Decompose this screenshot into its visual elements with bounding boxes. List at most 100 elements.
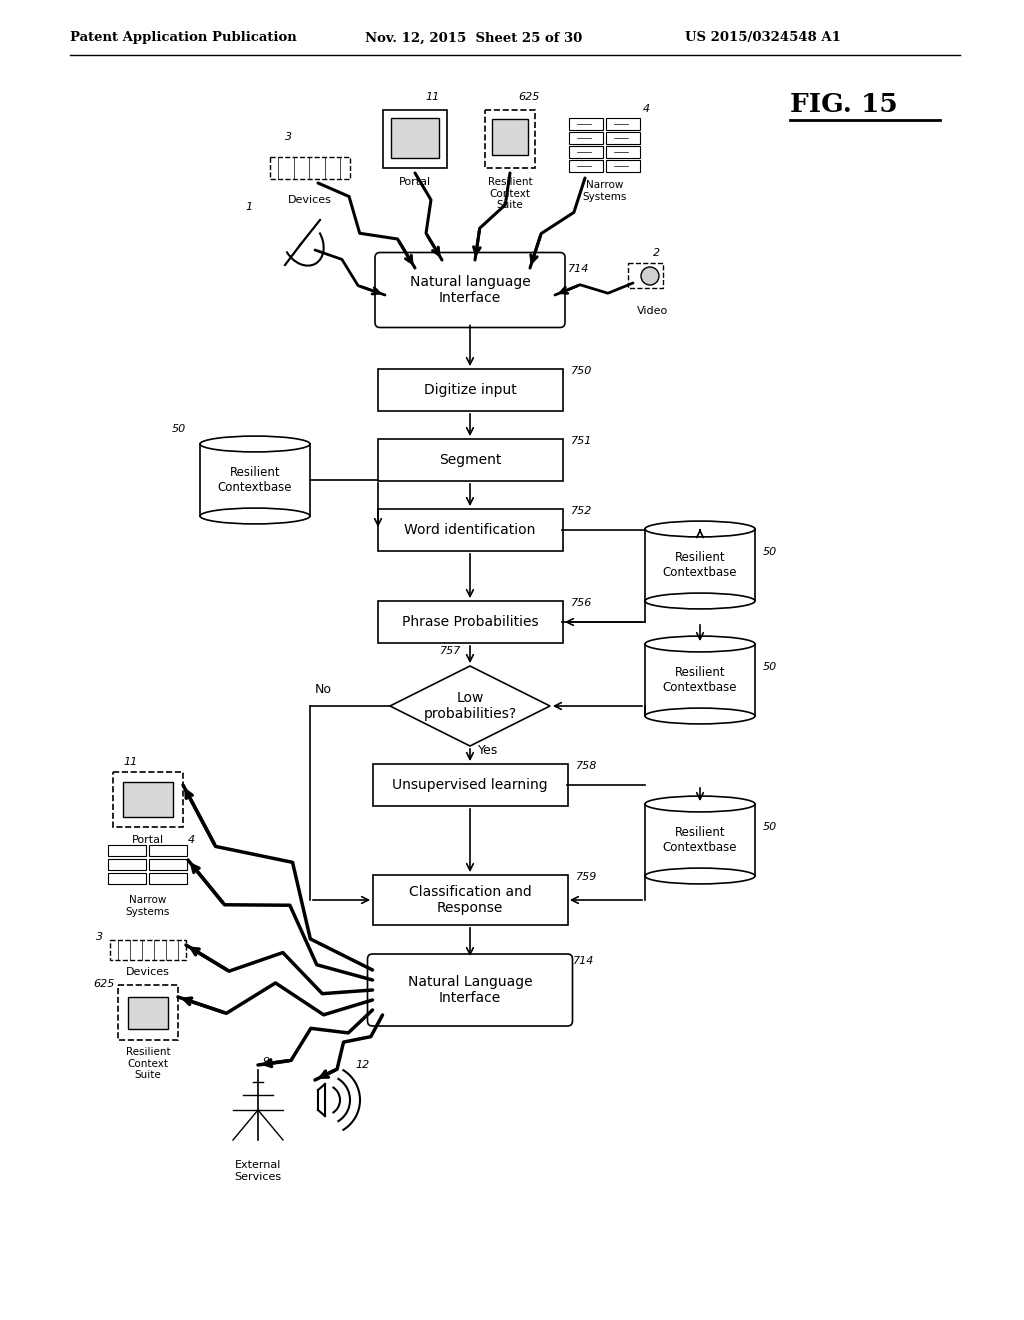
Bar bbox=[108, 845, 146, 855]
Bar bbox=[378, 601, 562, 643]
Text: Unsupervised learning: Unsupervised learning bbox=[392, 777, 548, 792]
Text: 751: 751 bbox=[570, 436, 592, 446]
Bar bbox=[108, 859, 146, 870]
Text: 625: 625 bbox=[518, 92, 540, 102]
Text: 758: 758 bbox=[575, 762, 597, 771]
Ellipse shape bbox=[645, 636, 755, 652]
Bar bbox=[606, 147, 640, 158]
Bar bbox=[569, 147, 603, 158]
Text: Segment: Segment bbox=[439, 453, 501, 467]
Ellipse shape bbox=[200, 436, 310, 451]
Text: Phrase Probabilities: Phrase Probabilities bbox=[401, 615, 539, 630]
Ellipse shape bbox=[200, 508, 310, 524]
Bar bbox=[110, 940, 186, 960]
Text: 1: 1 bbox=[245, 202, 252, 213]
Ellipse shape bbox=[645, 521, 755, 537]
Bar bbox=[150, 845, 187, 855]
Text: 11: 11 bbox=[123, 756, 137, 767]
Bar bbox=[378, 510, 562, 550]
Ellipse shape bbox=[645, 869, 755, 884]
Bar bbox=[383, 110, 447, 168]
Text: 757: 757 bbox=[440, 645, 462, 656]
Text: No: No bbox=[315, 682, 332, 696]
Text: Natural language
Interface: Natural language Interface bbox=[410, 275, 530, 305]
Text: Resilient
Contextbase: Resilient Contextbase bbox=[663, 826, 737, 854]
Text: Narrow
Systems: Narrow Systems bbox=[583, 180, 627, 202]
Text: Devices: Devices bbox=[288, 195, 332, 205]
Text: Word identification: Word identification bbox=[404, 523, 536, 537]
Bar bbox=[569, 160, 603, 172]
Text: 50: 50 bbox=[172, 424, 186, 434]
Text: 3: 3 bbox=[96, 932, 103, 942]
Text: Resilient
Contextbase: Resilient Contextbase bbox=[218, 466, 292, 494]
Text: 625: 625 bbox=[93, 979, 115, 989]
Bar bbox=[108, 873, 146, 884]
Text: Yes: Yes bbox=[478, 743, 499, 756]
Text: Resilient
Context
Suite: Resilient Context Suite bbox=[126, 1047, 170, 1080]
Bar bbox=[373, 875, 567, 925]
Text: External
Services: External Services bbox=[234, 1160, 282, 1181]
Text: 759: 759 bbox=[575, 873, 597, 882]
Text: FIG. 15: FIG. 15 bbox=[790, 92, 898, 117]
Bar bbox=[606, 132, 640, 144]
Text: Low
probabilities?: Low probabilities? bbox=[424, 690, 516, 721]
Text: Digitize input: Digitize input bbox=[424, 383, 516, 397]
Text: Resilient
Contextbase: Resilient Contextbase bbox=[663, 550, 737, 579]
Ellipse shape bbox=[641, 267, 659, 285]
Text: 750: 750 bbox=[570, 366, 592, 376]
Text: 50: 50 bbox=[763, 663, 777, 672]
Bar bbox=[373, 764, 567, 807]
FancyBboxPatch shape bbox=[375, 252, 565, 327]
Text: 12: 12 bbox=[355, 1060, 370, 1071]
Text: 9: 9 bbox=[263, 1057, 270, 1067]
Bar bbox=[378, 440, 562, 480]
Text: 714: 714 bbox=[572, 956, 594, 966]
Text: Resilient
Context
Suite: Resilient Context Suite bbox=[487, 177, 532, 210]
Bar bbox=[569, 132, 603, 144]
Bar bbox=[150, 873, 187, 884]
Text: 2: 2 bbox=[653, 248, 660, 257]
Bar bbox=[200, 444, 310, 516]
Text: Natural Language
Interface: Natural Language Interface bbox=[408, 975, 532, 1005]
Text: Classification and
Response: Classification and Response bbox=[409, 884, 531, 915]
Bar bbox=[645, 529, 755, 601]
Text: Video: Video bbox=[637, 306, 669, 315]
Text: 4: 4 bbox=[188, 836, 196, 845]
Ellipse shape bbox=[645, 708, 755, 723]
Bar bbox=[128, 997, 168, 1030]
Bar bbox=[628, 263, 663, 288]
Text: 752: 752 bbox=[570, 506, 592, 516]
Bar bbox=[118, 985, 178, 1040]
Bar bbox=[485, 110, 535, 168]
Bar bbox=[123, 781, 173, 817]
Text: 3: 3 bbox=[285, 132, 292, 143]
Text: Portal: Portal bbox=[132, 836, 164, 845]
Bar bbox=[391, 117, 439, 158]
FancyBboxPatch shape bbox=[368, 954, 572, 1026]
Text: Patent Application Publication: Patent Application Publication bbox=[70, 32, 297, 45]
Text: 50: 50 bbox=[763, 822, 777, 832]
Text: 11: 11 bbox=[425, 92, 439, 102]
Bar bbox=[569, 117, 603, 129]
Bar bbox=[606, 160, 640, 172]
Text: 714: 714 bbox=[568, 264, 590, 275]
Ellipse shape bbox=[645, 593, 755, 609]
Text: US 2015/0324548 A1: US 2015/0324548 A1 bbox=[685, 32, 841, 45]
Text: Resilient
Contextbase: Resilient Contextbase bbox=[663, 667, 737, 694]
Bar bbox=[270, 157, 350, 180]
Bar bbox=[378, 370, 562, 411]
Text: Portal: Portal bbox=[399, 177, 431, 187]
Bar bbox=[606, 117, 640, 129]
Text: 50: 50 bbox=[763, 546, 777, 557]
Text: 756: 756 bbox=[570, 598, 592, 609]
Bar bbox=[150, 859, 187, 870]
Bar bbox=[645, 644, 755, 715]
Text: Narrow
Systems: Narrow Systems bbox=[126, 895, 170, 916]
Polygon shape bbox=[390, 667, 550, 746]
Text: Nov. 12, 2015  Sheet 25 of 30: Nov. 12, 2015 Sheet 25 of 30 bbox=[365, 32, 583, 45]
Bar bbox=[492, 119, 528, 154]
Bar bbox=[645, 804, 755, 876]
Text: Devices: Devices bbox=[126, 968, 170, 977]
Text: 4: 4 bbox=[643, 104, 650, 114]
Ellipse shape bbox=[645, 796, 755, 812]
